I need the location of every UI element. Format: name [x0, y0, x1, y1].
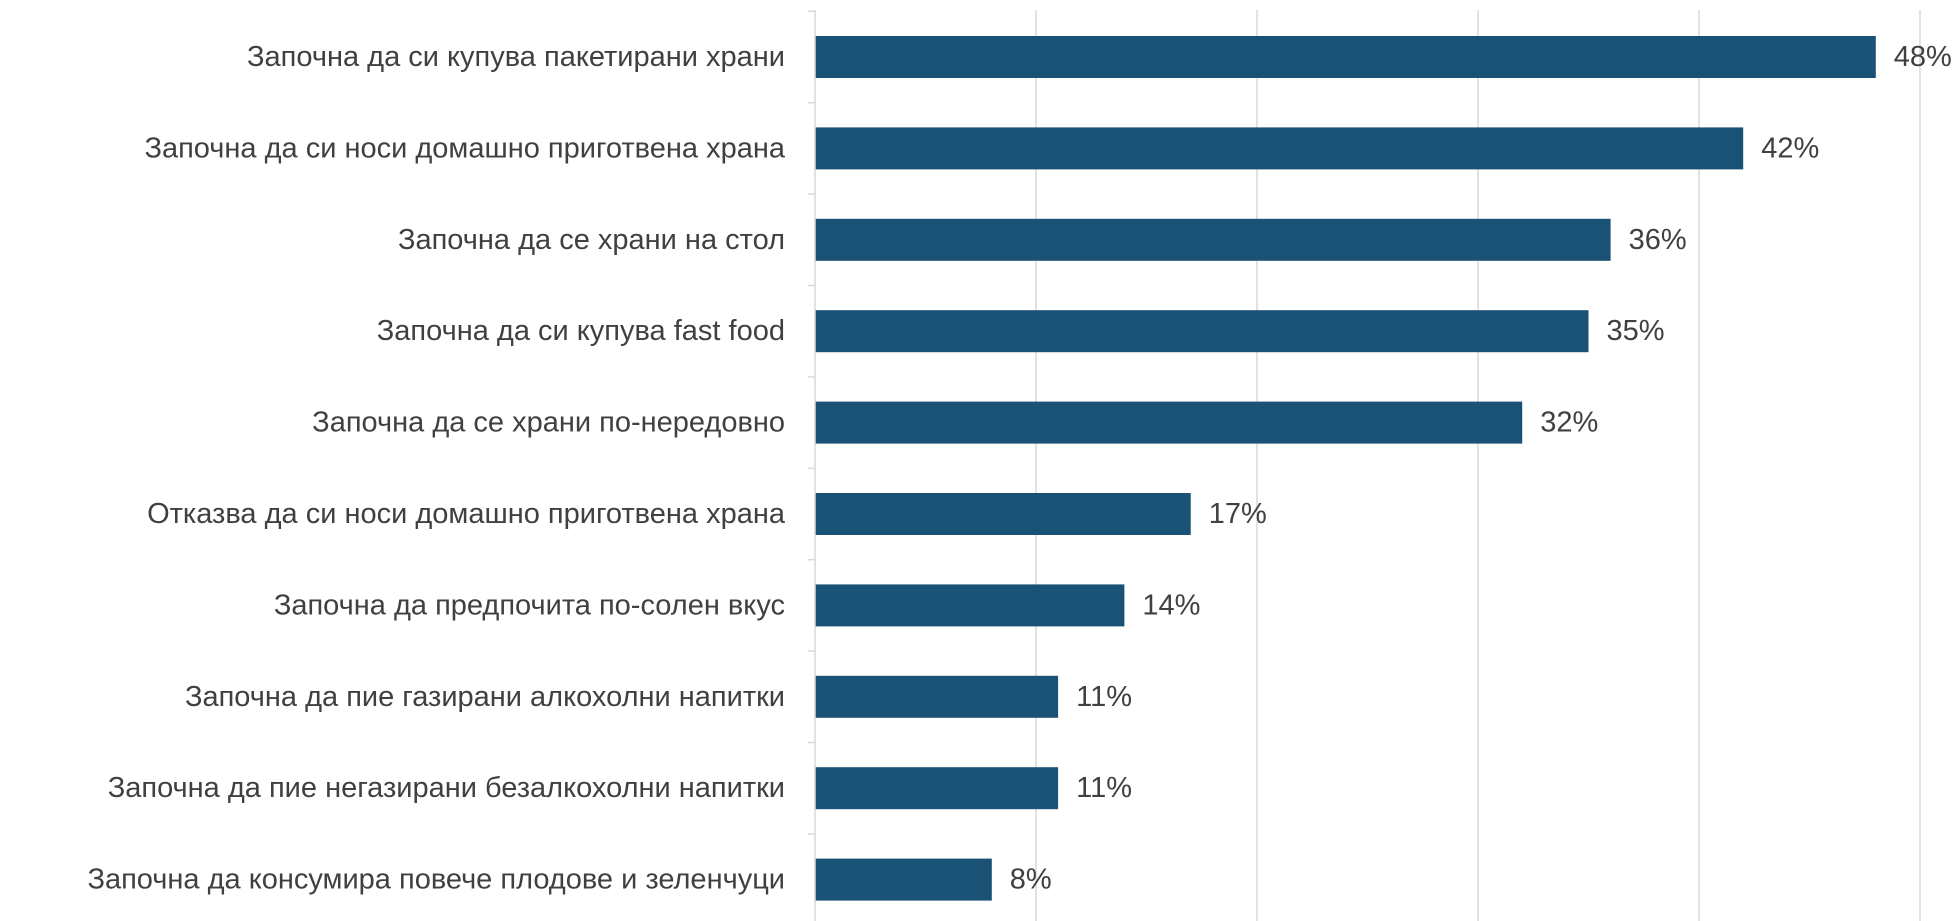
value-labels: 48% 42% 36% 35% 32% 17% 14% 11% 11% 8%	[1010, 41, 1952, 896]
category-label-4: Започна да се храни по-нередовно	[312, 407, 785, 439]
bar-7	[815, 675, 1059, 718]
category-label-8: Започна да пие негазирани безалкохолни н…	[108, 772, 785, 804]
bar-5	[815, 493, 1191, 535]
bar-3	[815, 310, 1589, 353]
bar-0	[815, 36, 1876, 78]
category-label-2: Започна да се храни на стол	[398, 224, 785, 256]
category-label-6: Започна да предпочита по-солен вкус	[274, 589, 785, 621]
value-label-7: 11%	[1076, 681, 1132, 713]
bar-8	[815, 767, 1059, 810]
value-label-6: 14%	[1142, 589, 1200, 621]
category-label-1: Започна да си носи домашно приготвена хр…	[144, 132, 785, 164]
value-label-9: 8%	[1010, 864, 1052, 896]
value-label-4: 32%	[1540, 407, 1598, 439]
value-label-5: 17%	[1209, 498, 1267, 530]
bar-6	[815, 584, 1125, 627]
bar-1	[815, 127, 1744, 170]
bar-4	[815, 401, 1523, 444]
value-label-1: 42%	[1761, 132, 1819, 164]
value-label-2: 36%	[1629, 224, 1687, 256]
bar-2	[815, 218, 1611, 261]
category-label-3: Започна да си купува fast food	[377, 315, 785, 347]
value-label-0: 48%	[1894, 41, 1952, 73]
category-label-7: Започна да пие газирани алкохолни напитк…	[185, 681, 785, 713]
category-label-9: Започна да консумира повече плодове и зе…	[87, 864, 785, 896]
bar-9	[815, 858, 992, 901]
value-label-3: 35%	[1607, 315, 1665, 347]
bars	[815, 36, 1876, 901]
category-labels: Започна да си купува пакетирани храни Зап…	[87, 41, 785, 896]
category-label-0: Започна да си купува пакетирани храни	[247, 41, 785, 73]
value-label-8: 11%	[1076, 772, 1132, 804]
category-axis	[808, 10, 816, 921]
category-label-5: Отказва да си носи домашно приготвена хр…	[147, 498, 786, 530]
